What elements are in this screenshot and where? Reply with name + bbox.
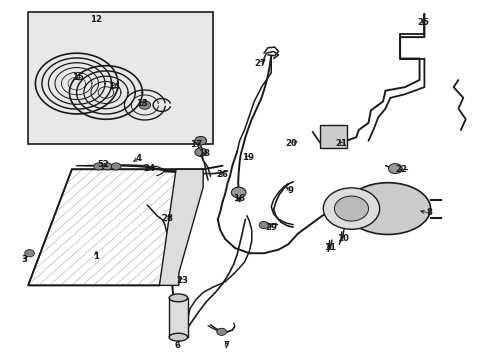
- Circle shape: [102, 163, 112, 170]
- Circle shape: [111, 163, 121, 170]
- Text: 23: 23: [176, 276, 188, 285]
- Text: 52: 52: [98, 160, 109, 169]
- Ellipse shape: [345, 183, 429, 234]
- Circle shape: [387, 163, 401, 174]
- Text: 9: 9: [286, 185, 293, 194]
- Circle shape: [216, 328, 226, 336]
- Circle shape: [139, 101, 150, 109]
- Text: 24: 24: [143, 164, 156, 173]
- Text: 27: 27: [253, 59, 265, 68]
- Text: 18: 18: [197, 149, 209, 158]
- Text: 19: 19: [242, 153, 254, 162]
- Polygon shape: [159, 169, 203, 285]
- Text: 14: 14: [108, 82, 120, 91]
- Bar: [169, 298, 187, 337]
- Circle shape: [195, 136, 206, 145]
- Text: 11: 11: [323, 243, 335, 252]
- Text: 13: 13: [136, 99, 148, 108]
- Text: 16: 16: [232, 194, 244, 203]
- Circle shape: [231, 187, 245, 198]
- Text: 22: 22: [394, 166, 406, 175]
- Text: 15: 15: [72, 73, 84, 82]
- Polygon shape: [28, 169, 203, 285]
- Text: 26: 26: [216, 170, 228, 179]
- Text: 10: 10: [337, 234, 348, 243]
- Text: 12: 12: [89, 15, 102, 24]
- Text: 4: 4: [135, 154, 142, 163]
- Circle shape: [25, 249, 34, 257]
- Text: 1: 1: [93, 252, 99, 261]
- Text: 20: 20: [285, 139, 297, 148]
- Bar: [28, 12, 212, 144]
- Text: 29: 29: [264, 222, 277, 231]
- Bar: [319, 125, 346, 148]
- Circle shape: [259, 221, 268, 229]
- Text: 21: 21: [335, 139, 347, 148]
- Text: 6: 6: [174, 341, 180, 350]
- Text: 3: 3: [21, 255, 28, 264]
- Text: 17: 17: [189, 140, 202, 149]
- Circle shape: [195, 148, 206, 157]
- Circle shape: [323, 188, 379, 229]
- Text: 7: 7: [223, 341, 229, 350]
- Ellipse shape: [169, 333, 187, 341]
- Ellipse shape: [169, 294, 187, 302]
- Circle shape: [94, 163, 103, 170]
- Text: 25: 25: [417, 18, 428, 27]
- Text: 8: 8: [426, 208, 431, 217]
- Text: 28: 28: [162, 214, 173, 223]
- Circle shape: [334, 196, 368, 221]
